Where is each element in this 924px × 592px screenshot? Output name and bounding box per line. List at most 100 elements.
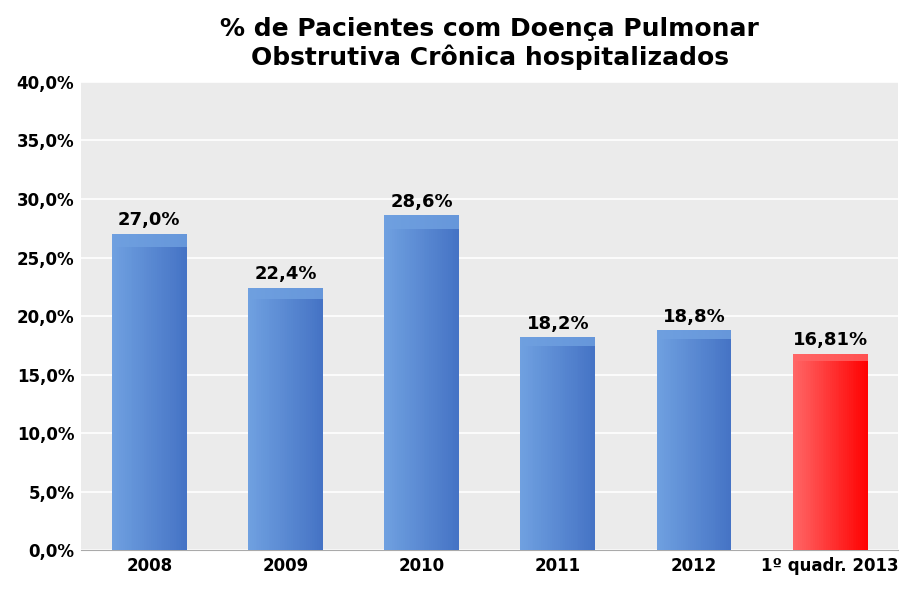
Text: 18,8%: 18,8% (663, 307, 725, 326)
Bar (569, 337, 571, 551)
Bar (384, 215, 459, 229)
Bar (703, 330, 705, 551)
Bar (853, 353, 855, 551)
Bar (286, 288, 287, 551)
Bar (822, 353, 824, 551)
Bar (694, 330, 696, 551)
Bar (793, 353, 868, 361)
Bar (813, 353, 815, 551)
Bar (560, 337, 562, 551)
Bar (293, 288, 295, 551)
Bar (261, 288, 263, 551)
Bar (819, 353, 821, 551)
Bar (842, 353, 844, 551)
Bar (567, 337, 569, 551)
Bar (148, 234, 150, 551)
Bar (185, 234, 187, 551)
Bar (664, 330, 666, 551)
Bar (690, 330, 692, 551)
Bar (384, 215, 386, 551)
Bar (280, 288, 282, 551)
Bar (144, 234, 146, 551)
Bar (562, 337, 564, 551)
Bar (590, 337, 591, 551)
Bar (317, 288, 319, 551)
Bar (260, 288, 261, 551)
Bar (575, 337, 577, 551)
Bar (276, 288, 278, 551)
Bar (811, 353, 813, 551)
Bar (711, 330, 712, 551)
Bar (168, 234, 170, 551)
Bar (388, 215, 390, 551)
Bar (699, 330, 701, 551)
Bar (541, 337, 542, 551)
Bar (319, 288, 321, 551)
Bar (248, 288, 322, 298)
Bar (289, 288, 291, 551)
Bar (672, 330, 674, 551)
Bar (705, 330, 707, 551)
Bar (444, 215, 446, 551)
Bar (520, 337, 522, 551)
Bar (531, 337, 533, 551)
Bar (687, 330, 688, 551)
Bar (403, 215, 405, 551)
Bar (394, 215, 395, 551)
Bar (685, 330, 687, 551)
Bar (450, 215, 452, 551)
Bar (134, 234, 136, 551)
Bar (321, 288, 322, 551)
Bar (804, 353, 806, 551)
Bar (688, 330, 690, 551)
Text: 22,4%: 22,4% (254, 265, 317, 284)
Bar (539, 337, 541, 551)
Bar (419, 215, 421, 551)
Bar (452, 215, 454, 551)
Bar (287, 288, 289, 551)
Bar (418, 215, 419, 551)
Bar (862, 353, 864, 551)
Bar (725, 330, 728, 551)
Bar (412, 215, 414, 551)
Bar (661, 330, 663, 551)
Bar (295, 288, 297, 551)
Bar (573, 337, 575, 551)
Bar (306, 288, 308, 551)
Bar (828, 353, 830, 551)
Bar (313, 288, 315, 551)
Bar (864, 353, 866, 551)
Bar (448, 215, 450, 551)
Bar (835, 353, 837, 551)
Bar (659, 330, 661, 551)
Bar (830, 353, 832, 551)
Bar (125, 234, 127, 551)
Bar (844, 353, 845, 551)
Bar (837, 353, 840, 551)
Bar (821, 353, 822, 551)
Bar (308, 288, 310, 551)
Bar (297, 288, 298, 551)
Bar (809, 353, 811, 551)
Bar (130, 234, 132, 551)
Bar (866, 353, 868, 551)
Bar (806, 353, 808, 551)
Bar (542, 337, 544, 551)
Bar (392, 215, 394, 551)
Bar (278, 288, 280, 551)
Bar (390, 215, 392, 551)
Bar (802, 353, 804, 551)
Bar (588, 337, 590, 551)
Bar (423, 215, 425, 551)
Text: 18,2%: 18,2% (527, 314, 590, 333)
Bar (265, 288, 267, 551)
Bar (397, 215, 399, 551)
Bar (565, 337, 567, 551)
Bar (152, 234, 153, 551)
Bar (709, 330, 711, 551)
Bar (857, 353, 858, 551)
Bar (533, 337, 535, 551)
Bar (826, 353, 828, 551)
Bar (434, 215, 437, 551)
Bar (849, 353, 851, 551)
